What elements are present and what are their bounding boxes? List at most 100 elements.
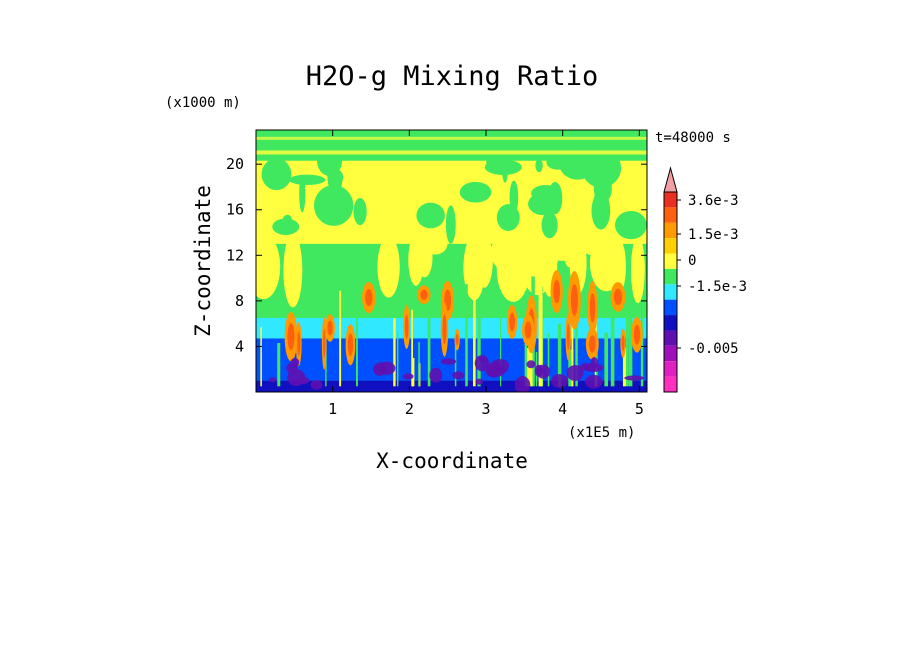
convective-plume-core [404, 314, 409, 340]
updraft-column [538, 285, 543, 387]
dry-patch [282, 214, 292, 225]
updraft-column [339, 290, 342, 387]
dry-spot [624, 375, 645, 381]
updraft-column [557, 323, 562, 387]
colorbar-label: 3.6e-3 [688, 193, 739, 209]
updraft-column [604, 332, 609, 387]
dry-spot [566, 365, 584, 381]
dry-spot [440, 358, 457, 365]
convective-plume-core [297, 331, 301, 357]
x-axis: 1 2 3 4 5 [328, 130, 644, 418]
y-axis-label: Z-coordinate [191, 185, 215, 337]
convective-plume-core [420, 289, 428, 300]
colorbar-segment [664, 268, 677, 285]
moist-plume [491, 235, 513, 270]
moist-plume [607, 236, 626, 297]
colorbar-segment [664, 222, 677, 239]
updraft-column [393, 318, 396, 387]
colorbar-segment [664, 192, 677, 208]
dry-patch [261, 158, 292, 191]
updraft-column [628, 303, 633, 387]
dry-patch [327, 168, 343, 193]
dry-spot [475, 378, 484, 385]
convective-plume-core [566, 323, 570, 350]
y-tick-label: 20 [226, 155, 244, 173]
convective-plume-core [588, 335, 596, 353]
x-tick-label: 1 [328, 400, 337, 418]
moist-plume [423, 233, 448, 255]
colorbar-segment [664, 376, 677, 392]
contour-field [256, 130, 647, 392]
updraft-column [477, 302, 481, 387]
dry-spot [536, 364, 551, 379]
updraft-column [411, 357, 415, 387]
colorbar-arrow [663, 166, 678, 193]
dry-spot [478, 356, 489, 362]
moist-plume [475, 234, 493, 288]
updraft-column [260, 327, 262, 387]
dry-spot [287, 369, 306, 386]
dry-patch [535, 158, 543, 173]
moist-plume [579, 237, 613, 256]
colorbar-frame [663, 191, 678, 393]
colorbar-segment [664, 361, 677, 377]
convective-plume-core [633, 324, 641, 345]
updraft-column [454, 344, 457, 387]
updraft-column [610, 305, 615, 387]
colorbar-label: 0 [688, 253, 696, 269]
colorbar-segment [664, 345, 677, 362]
y-tick-label: 8 [235, 292, 244, 310]
moist-plume [283, 233, 303, 308]
convective-plume-core [455, 333, 459, 346]
y-unit-label: (x1000 m) [165, 95, 241, 111]
convective-plume-core [524, 321, 532, 339]
x-unit-label: (x1E5 m) [568, 425, 635, 441]
chart-title: H2O-g Mixing Ratio [306, 61, 599, 92]
updraft-column [625, 309, 629, 387]
convective-plume-core [347, 333, 354, 357]
x-axis-label: X-coordinate [376, 449, 528, 473]
dry-patch [486, 155, 499, 169]
dry-patch [541, 211, 558, 239]
updraft-column [418, 342, 420, 387]
dry-patch [593, 174, 612, 204]
colorbar-segment [664, 207, 677, 223]
updraft-column [465, 284, 468, 387]
dry-spot [402, 373, 414, 380]
y-tick-label: 12 [226, 246, 244, 264]
dry-spot [551, 374, 569, 388]
dry-spot [290, 358, 300, 367]
dry-spot [583, 363, 604, 373]
upper-stripe [256, 150, 647, 155]
updraft-column [325, 338, 327, 387]
updraft-column [622, 347, 627, 387]
colorbar-segment [664, 284, 677, 300]
dry-spot [585, 374, 603, 389]
moist-plume [377, 236, 400, 298]
convective-plume-core [570, 284, 578, 317]
plot-frame [255, 129, 648, 393]
dry-spot [514, 376, 531, 392]
colorbar-label: -0.005 [688, 341, 739, 357]
dry-spot [496, 367, 509, 373]
convective-plume-core [589, 293, 596, 323]
updraft-column [547, 333, 550, 387]
dry-patch [459, 181, 492, 203]
convective-plume-core [365, 288, 373, 307]
dry-spot [452, 371, 465, 380]
plot-area [255, 129, 648, 393]
convective-plume-core [287, 323, 295, 351]
y-tick-label: 4 [235, 337, 244, 355]
updraft-column [411, 309, 414, 387]
dry-spot [377, 361, 396, 375]
dry-patch [353, 198, 367, 226]
x-tick-label: 3 [481, 400, 490, 418]
colorbar-label: 1.5e-3 [688, 227, 739, 243]
y-axis: 4 8 12 16 20 [226, 155, 647, 355]
updraft-column [396, 332, 399, 387]
convective-plume-core [322, 329, 326, 358]
convective-plume-core [509, 312, 515, 332]
dry-patch [416, 202, 445, 229]
convective-plume-core [553, 279, 561, 304]
